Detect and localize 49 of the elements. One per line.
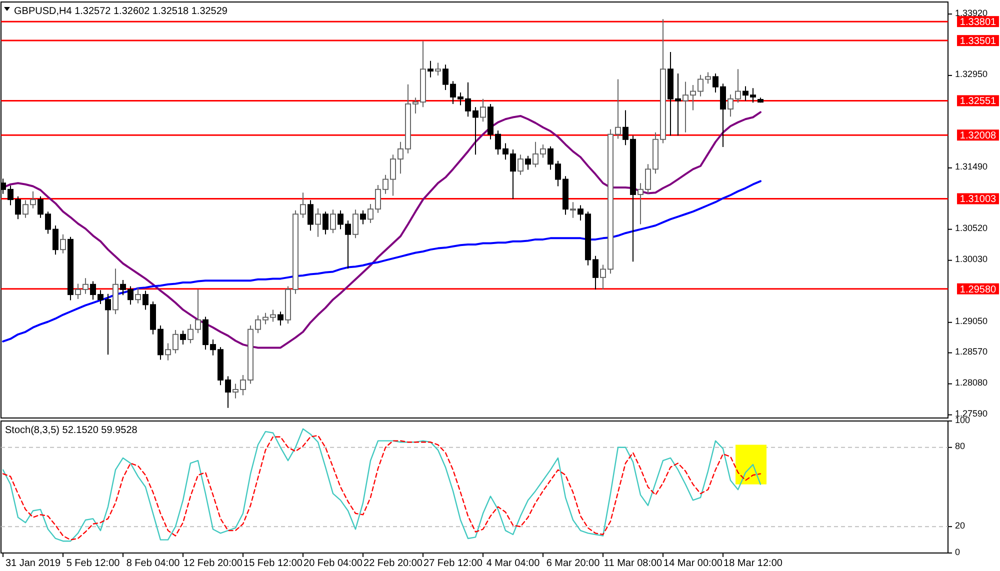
candlestick bbox=[428, 60, 434, 78]
x-tick-label: 11 Mar 08:00 bbox=[604, 558, 663, 569]
candlestick bbox=[135, 287, 141, 304]
candlestick bbox=[480, 98, 486, 122]
candlestick bbox=[180, 330, 186, 346]
candlestick bbox=[308, 200, 314, 232]
chart-title: GBPUSD,H4 1.32572 1.32602 1.32518 1.32529 bbox=[14, 6, 228, 17]
candlestick bbox=[352, 209, 358, 239]
candlestick bbox=[60, 234, 66, 254]
ref-line-label: 1.33501 bbox=[960, 36, 997, 48]
candlestick bbox=[360, 210, 366, 225]
y-tick-label: 1.28570 bbox=[955, 346, 988, 357]
y-tick-label: 1.31490 bbox=[955, 162, 988, 172]
y-tick-label: 1.29050 bbox=[955, 316, 988, 326]
candlestick bbox=[435, 62, 441, 76]
y-tick-label: 1.33920 bbox=[955, 8, 988, 18]
ref-line-label: 1.31003 bbox=[960, 194, 997, 206]
y-tick-label: 1.32950 bbox=[955, 69, 988, 80]
x-tick-label: 15 Feb 12:00 bbox=[244, 558, 303, 569]
x-tick-label: 14 Mar 00:00 bbox=[664, 558, 723, 569]
x-tick-label: 6 Mar 20:00 bbox=[546, 558, 600, 569]
candlestick bbox=[518, 154, 524, 176]
x-tick-label: 4 Mar 04:00 bbox=[486, 558, 540, 569]
candlestick bbox=[525, 155, 531, 170]
ref-line-label: 1.33801 bbox=[960, 17, 997, 28]
candlestick bbox=[570, 202, 576, 218]
line-series bbox=[2, 180, 762, 342]
ref-line-label: 1.32008 bbox=[960, 130, 997, 142]
ref-line-label: 1.29580 bbox=[960, 284, 997, 296]
candlestick bbox=[322, 211, 328, 235]
candlestick bbox=[315, 208, 321, 238]
x-tick-label: 5 Feb 12:00 bbox=[66, 558, 120, 569]
x-tick-label: 31 Jan 2019 bbox=[5, 558, 61, 569]
y-tick-label: 20 bbox=[955, 520, 966, 530]
y-tick-label: 1.30520 bbox=[955, 223, 988, 234]
candlestick bbox=[330, 209, 336, 234]
candlestick bbox=[278, 311, 284, 326]
x-tick-label: 20 Feb 04:00 bbox=[304, 558, 363, 569]
y-tick-label: 0 bbox=[955, 546, 960, 557]
y-tick-label: 80 bbox=[955, 441, 966, 452]
y-tick-label: 1.28080 bbox=[955, 378, 988, 388]
x-tick-label: 18 Mar 12:00 bbox=[724, 558, 783, 569]
x-tick-label: 22 Feb 20:00 bbox=[364, 558, 423, 569]
y-tick-label: 1.30030 bbox=[955, 254, 988, 264]
x-tick-label: 8 Feb 04:00 bbox=[126, 558, 180, 569]
x-tick-label: 12 Feb 20:00 bbox=[184, 558, 243, 569]
x-tick-label: 27 Feb 12:00 bbox=[424, 558, 483, 569]
chart-title: Stoch(8,3,5) 52.1520 59.9528 bbox=[5, 425, 138, 436]
ref-line-label: 1.32551 bbox=[960, 96, 997, 108]
